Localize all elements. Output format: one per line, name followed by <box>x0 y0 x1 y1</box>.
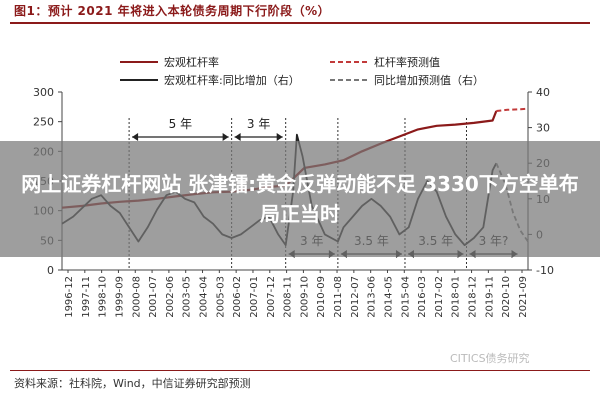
x-axis-tick-label: 2018-12 <box>468 276 479 318</box>
left-axis-tick-label: 300 <box>33 86 54 99</box>
x-axis-tick-label: 1996-12 <box>64 276 75 318</box>
figure-title: 图1：预计 2021 年将进入本轮债务周期下行阶段（%） <box>14 4 331 18</box>
x-axis-tick-label: 2011-08 <box>333 276 344 318</box>
news-banner: 网上证券杠杆网站 张津镭:黄金反弹动能不足 3330下方空单布局正当时 <box>0 141 600 257</box>
legend-label: 同比增加预测值（右） <box>374 73 484 87</box>
x-axis-tick-label: 2021-09 <box>518 276 529 318</box>
annotation-label: 5 年 <box>169 117 192 131</box>
right-axis-tick-label: -10 <box>536 264 554 277</box>
x-axis-tick-label: 2000-08 <box>131 276 142 318</box>
annotation-label: 3 年 <box>247 117 270 131</box>
x-axis-tick-label: 2009-10 <box>299 276 310 318</box>
x-axis-tick-label: 2014-05 <box>383 276 394 318</box>
arrow-head-left <box>132 133 139 141</box>
x-axis-tick-label: 1997-11 <box>81 276 92 318</box>
x-axis-tick-label: 2020-10 <box>501 276 512 318</box>
arrow-head-left <box>234 133 241 141</box>
left-axis-tick-label: 0 <box>47 264 54 277</box>
x-axis-tick-label: 2013-06 <box>367 276 378 318</box>
legend-label: 宏观杠杆率:同比增加（右） <box>164 73 300 87</box>
x-axis-tick-label: 2002-06 <box>165 276 176 318</box>
x-axis-tick-label: 2008-11 <box>283 276 294 318</box>
bottom-rule <box>10 370 590 371</box>
title-rule <box>10 22 590 24</box>
x-axis-tick-label: 2012-07 <box>350 276 361 318</box>
x-axis-tick-label: 2005-03 <box>215 276 226 318</box>
x-axis-tick-label: 2016-03 <box>417 276 428 318</box>
source-note: 资料来源：社科院，Wind，中信证券研究部预测 <box>14 377 251 390</box>
arrow-head-right <box>276 133 283 141</box>
x-axis-tick-label: 2001-07 <box>148 276 159 318</box>
x-axis-tick-label: 1998-10 <box>98 276 109 318</box>
x-axis-tick-label: 2015-04 <box>400 276 411 318</box>
x-axis-tick-label: 2018-01 <box>451 276 462 318</box>
x-axis-tick-label: 2007-12 <box>266 276 277 318</box>
left-axis-tick-label: 250 <box>33 116 54 129</box>
right-axis-tick-label: 40 <box>536 86 550 99</box>
x-axis-tick-label: 2004-04 <box>199 276 210 318</box>
banner-headline: 网上证券杠杆网站 张津镭:黄金反弹动能不足 3330下方空单布局正当时 <box>21 172 579 226</box>
x-axis-tick-label: 2003-05 <box>182 276 193 318</box>
x-axis-tick-label: 2006-02 <box>232 276 243 318</box>
legend-label: 宏观杠杆率 <box>164 55 219 69</box>
x-axis-tick-label: 2007-01 <box>249 276 260 318</box>
x-axis-tick-label: 1999-09 <box>114 276 125 318</box>
x-axis-tick-label: 2010-09 <box>316 276 327 318</box>
arrow-head-right <box>222 133 229 141</box>
x-axis-tick-label: 2019-11 <box>484 276 495 318</box>
series-line-2 <box>496 107 529 112</box>
right-axis-tick-label: 30 <box>536 122 550 135</box>
watermark: CITICS债务研究 <box>450 352 530 365</box>
legend-label: 杠杆率预测值 <box>374 55 440 69</box>
x-axis-tick-label: 2017-02 <box>434 276 445 318</box>
